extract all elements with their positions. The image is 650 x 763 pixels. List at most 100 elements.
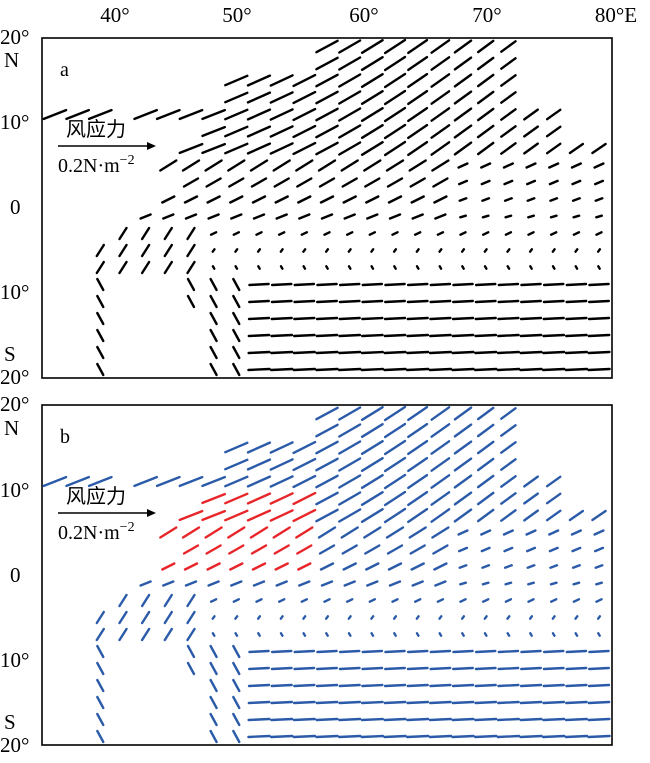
wind-vector: [383, 439, 407, 456]
wind-vector: [545, 108, 562, 121]
wind-vector: [209, 661, 218, 676]
wind-vector: [520, 649, 542, 654]
y-tick-label-0: 0: [10, 563, 21, 587]
wind-vector: [407, 422, 429, 439]
wind-vector: [459, 581, 467, 586]
wind-vector: [298, 213, 311, 220]
wind-vector: [408, 159, 427, 172]
wind-vector: [209, 598, 218, 603]
wind-vector: [519, 683, 543, 688]
wind-vector: [473, 734, 498, 739]
wind-vector: [428, 734, 453, 739]
wind-vector: [525, 162, 537, 169]
wind-vector: [87, 108, 113, 121]
wind-vector: [473, 367, 498, 372]
wind-vector-highlight: [246, 509, 272, 522]
wind-vector: [323, 231, 331, 236]
wind-vector: [207, 213, 220, 220]
wind-vector: [383, 683, 407, 688]
panel-a-scale-key: 风应力 0.2N·m−2: [58, 118, 156, 177]
wind-vector: [361, 316, 384, 321]
wind-vector: [432, 177, 449, 188]
scale-key-arrowhead: [147, 509, 156, 517]
wind-vector: [370, 632, 375, 637]
x-tick-label-50: 50°: [222, 3, 251, 27]
wind-vector: [504, 581, 513, 586]
wind-vector: [432, 544, 449, 555]
wind-vector: [211, 265, 216, 270]
wind-vector: [407, 72, 429, 89]
wind-vector: [406, 299, 429, 304]
wind-vector: [269, 441, 294, 454]
wind-vector: [363, 159, 382, 172]
wind-vector: [209, 678, 218, 693]
wind-vector: [315, 73, 339, 88]
wind-vector: [542, 350, 566, 355]
wind-vector: [383, 717, 407, 722]
wind-vector-highlight: [178, 509, 204, 522]
wind-vector: [476, 508, 495, 523]
wind-vector: [315, 457, 339, 472]
wind-vector: [292, 107, 317, 122]
wind-vector: [201, 125, 227, 138]
wind-vector: [545, 142, 562, 155]
wind-vector: [249, 159, 269, 172]
wind-vector: [337, 367, 362, 372]
wind-vector: [529, 265, 533, 270]
wind-vector: [453, 90, 473, 105]
wind-vector: [246, 125, 272, 138]
wind-vector: [591, 142, 607, 155]
wind-vector: [429, 700, 452, 705]
wind-vector: [594, 179, 605, 186]
wind-vector: [529, 632, 533, 637]
wind-vector: [183, 195, 199, 204]
wind-vector: [548, 179, 559, 186]
wind-vector: [430, 141, 451, 156]
wind-vector: [428, 367, 453, 372]
wind-vector: [360, 123, 384, 140]
wind-vector: [387, 562, 403, 571]
wind-vector: [384, 649, 406, 654]
wind-vector: [324, 615, 330, 620]
wind-vector: [451, 333, 475, 338]
wind-vector: [453, 141, 473, 156]
wind-vector: [347, 248, 352, 253]
wind-vector: [270, 666, 293, 671]
wind-vector: [232, 644, 241, 659]
wind-vector: [140, 260, 151, 275]
wind-vector-highlight: [272, 526, 291, 539]
wind-vector: [570, 162, 582, 169]
wind-vector: [451, 734, 475, 739]
wind-vector: [315, 124, 339, 139]
wind-vector: [232, 231, 241, 236]
wind-vector: [406, 700, 430, 705]
wind-vector: [405, 734, 430, 739]
wind-vector: [87, 475, 113, 488]
wind-vector: [520, 282, 542, 287]
wind-vector: [186, 243, 196, 258]
wind-vector: [342, 562, 357, 571]
wind-vector: [483, 265, 488, 270]
wind-vector: [324, 248, 330, 253]
wind-vector: [587, 350, 611, 355]
wind-vector: [338, 457, 362, 472]
wind-vector: [209, 311, 218, 326]
wind-vector: [269, 125, 294, 138]
wind-vector: [292, 700, 316, 705]
wind-vector: [595, 214, 603, 219]
wind-vector: [383, 72, 407, 89]
wind-vector-highlight: [297, 562, 312, 571]
wind-vector: [388, 213, 402, 220]
wind-vector: [293, 683, 316, 688]
wind-vector: [550, 231, 558, 236]
wind-vector: [317, 526, 337, 539]
wind-vector: [527, 231, 535, 236]
wind-vector: [224, 142, 249, 155]
wind-vector: [438, 632, 443, 637]
wind-vector: [204, 159, 223, 172]
wind-vector: [370, 265, 375, 270]
wind-vector: [525, 529, 537, 536]
wind-vector: [542, 299, 565, 304]
wind-vector: [497, 282, 520, 287]
wind-vector: [96, 311, 105, 326]
